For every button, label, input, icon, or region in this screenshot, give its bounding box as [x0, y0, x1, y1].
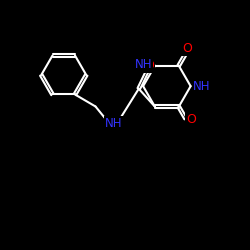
Text: NH: NH: [105, 117, 122, 130]
Text: NH: NH: [135, 58, 152, 71]
Text: O: O: [182, 42, 192, 55]
Text: NH: NH: [193, 80, 210, 93]
Text: O: O: [186, 114, 196, 126]
Text: O: O: [144, 59, 154, 72]
